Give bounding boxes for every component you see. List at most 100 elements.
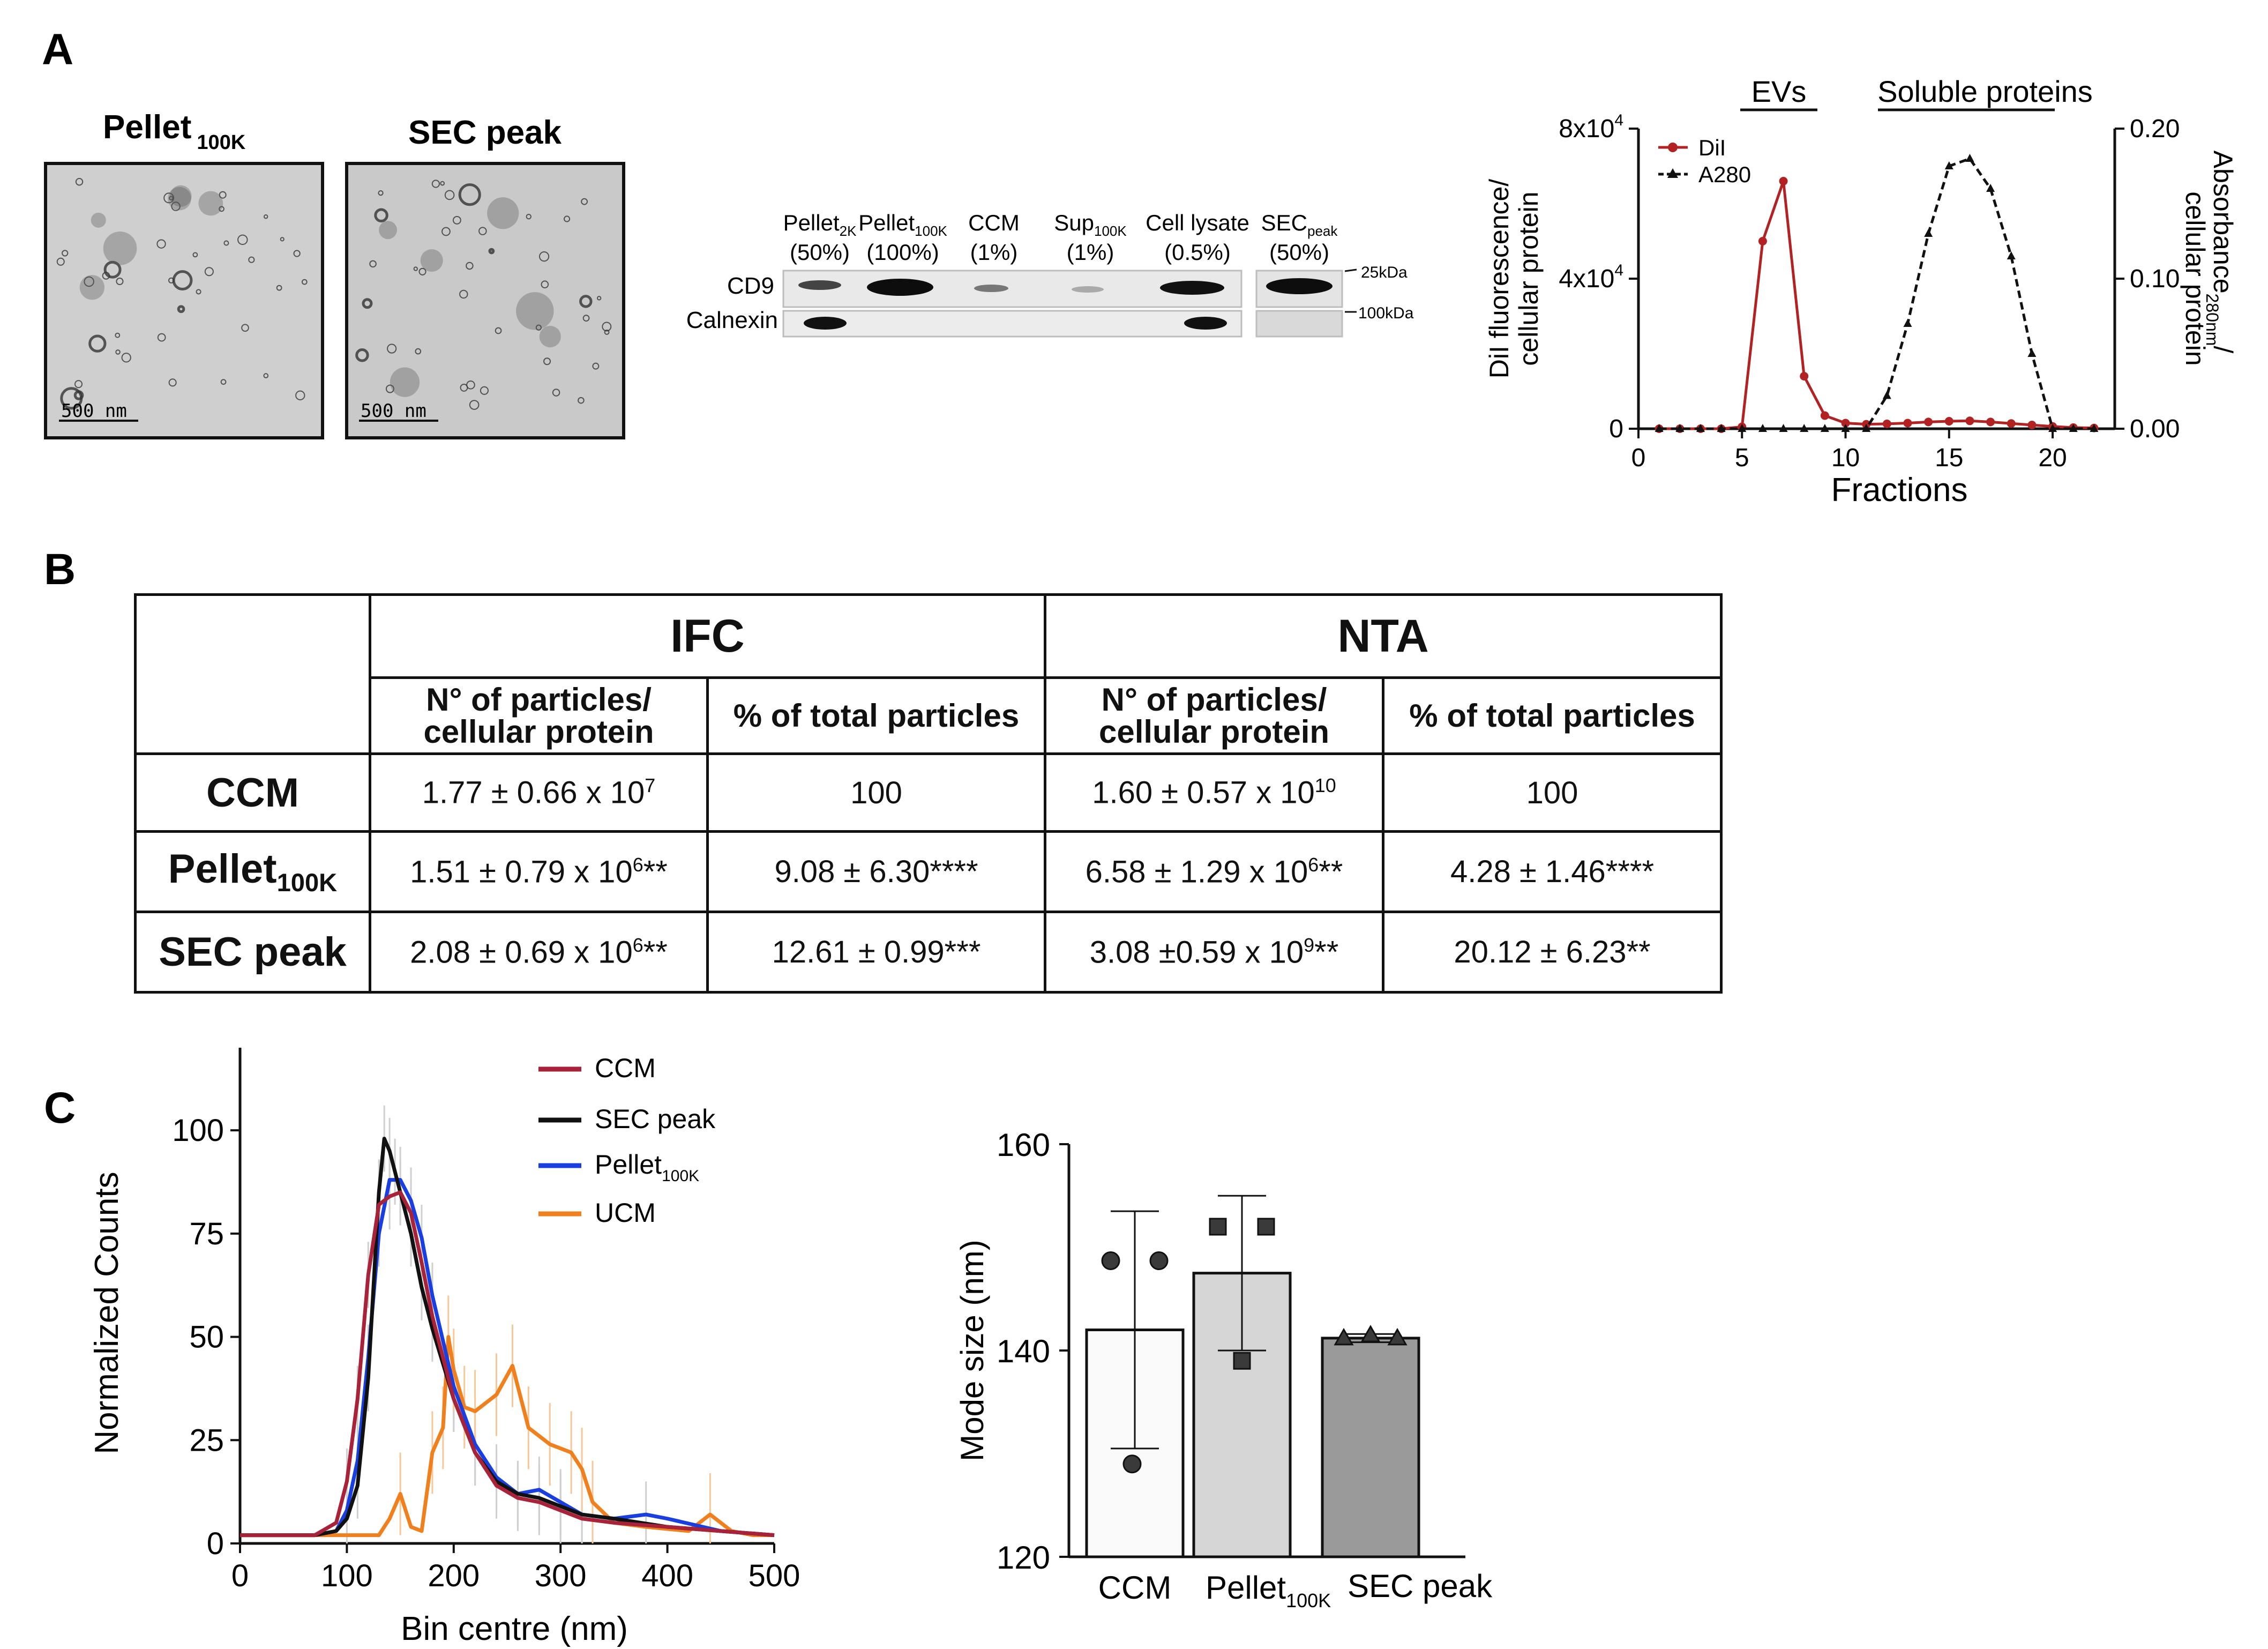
tem-particle (596, 296, 602, 301)
blot-lane-label: Cell lysate (1146, 210, 1249, 235)
particle-table: IFC NTA N° of particles/cellular protein… (134, 593, 1723, 994)
tem-particle (115, 332, 121, 338)
table-header-nta: NTA (1044, 593, 1723, 679)
table-col-nta-particles: N° of particles/cellular protein (1044, 676, 1385, 755)
fractions-chart: EVs Soluble proteins 0 5 10 15 20 0 4x104 8x104… (1484, 74, 2238, 509)
tem-particle (581, 198, 588, 205)
tem-particle (192, 252, 198, 258)
tem-particle (535, 324, 542, 331)
tem-image-sec-peak (345, 162, 625, 439)
panel-letter-c: C (44, 1084, 76, 1132)
western-blot: Pellet2K(50%)Pellet100K(100%)CCM(1%)Sup1… (686, 210, 1414, 338)
table-cell: 2.08 ± 0.69 x 106** (369, 911, 709, 994)
fractions-point-a280 (1944, 161, 1953, 169)
nta-legend-ccm: CCM (595, 1053, 656, 1083)
tem-particle (293, 250, 301, 257)
blot-lane-label: Pellet2K (783, 210, 857, 239)
tem-particle (196, 289, 201, 295)
fractions-point-dil (1924, 417, 1933, 427)
tem-particle (582, 315, 590, 322)
mode-bar (1321, 1337, 1420, 1558)
tem-aggregate (539, 326, 561, 348)
band-cd9-ccm (974, 285, 1008, 292)
table-row: CCM 1.77 ± 0.66 x 107 100 1.60 ± 0.57 x … (134, 752, 1723, 833)
table-cell: 4.28 ± 1.46**** (1382, 830, 1723, 913)
table-cell: 20.12 ± 6.23** (1382, 911, 1723, 994)
fractions-y-right-tick-label: 0.20 (2130, 115, 2180, 143)
fractions-point-dil (1800, 372, 1809, 380)
fractions-point-dil (2007, 419, 2016, 428)
scale-label-left: 500 nm (61, 400, 127, 422)
tem-particle (156, 239, 166, 249)
blot-strip-calnexin (782, 310, 1242, 338)
fractions-point-a280 (1655, 424, 1664, 432)
tem-particle (538, 251, 550, 262)
blot-row-calnexin: Calnexin (686, 307, 778, 333)
fractions-series-a280 (1659, 156, 2094, 430)
tem-particle (301, 279, 308, 285)
table-cell: 1.60 ± 0.57 x 1010 (1044, 752, 1385, 833)
fractions-point-dil (1944, 417, 1953, 426)
blot-lane-label: SECpeak (1261, 210, 1338, 239)
tem-particle (169, 196, 174, 200)
fractions-point-a280 (1903, 319, 1912, 327)
blot-lane-amount: (100%) (866, 240, 939, 265)
tem-aggregate (487, 197, 519, 229)
fractions-point-a280 (2007, 251, 2016, 259)
mode-cat-sec: SEC peak (1348, 1568, 1493, 1604)
tem-particle (495, 327, 502, 334)
tem-aggregate (516, 292, 554, 330)
band-cd9-lysate (1160, 281, 1224, 295)
legend-dil-marker (1668, 143, 1678, 152)
tem-particle (116, 277, 124, 286)
tem-right-title: SEC peak (408, 114, 562, 151)
table-cell: 100 (1382, 752, 1723, 833)
tem-particle (276, 285, 282, 291)
tem-image-pellet (44, 162, 324, 439)
nta-y-tick-label: 25 (189, 1423, 224, 1458)
table-corner (134, 593, 371, 755)
mode-cat-ccm: CCM (1098, 1570, 1172, 1606)
tem-particle (223, 240, 229, 246)
tem-particle (56, 257, 65, 266)
tem-particle (374, 208, 388, 223)
tem-particle (295, 390, 305, 400)
nta-x-tick-label: 300 (535, 1558, 587, 1593)
tem-particle (378, 190, 384, 196)
nta-y-tick-label: 0 (207, 1526, 224, 1561)
tem-particle (74, 380, 83, 389)
tem-particle (168, 277, 175, 283)
tem-particle (387, 344, 397, 354)
tem-particle (73, 390, 84, 400)
nta-x-tick-label: 0 (231, 1558, 249, 1593)
tem-particle (415, 348, 422, 355)
fractions-point-dil (1841, 419, 1850, 428)
nta-x-tick-label: 200 (428, 1558, 480, 1593)
fractions-point-a280 (1986, 184, 1995, 192)
nta-legend-ucm: UCM (595, 1198, 656, 1228)
legend-dil-label: DiI (1698, 135, 1726, 160)
mode-cat-pellet: Pellet100K (1206, 1570, 1331, 1611)
fractions-point-dil (1820, 411, 1829, 420)
tem-aggregate (379, 221, 397, 240)
tem-particle (168, 378, 177, 387)
tem-particle (541, 280, 549, 289)
tem-particle (459, 289, 468, 299)
tem-particle (592, 362, 600, 370)
nta-series-ccm (240, 1190, 775, 1538)
marker-tick-25 (1344, 268, 1357, 272)
nta-y-tick-label: 75 (189, 1217, 224, 1251)
tem-aggregate (420, 249, 443, 272)
tem-particle (478, 227, 487, 235)
tem-particle (248, 256, 255, 263)
tem-particle (480, 386, 489, 395)
tem-particle (466, 262, 474, 270)
mode-point-ccm (1122, 1454, 1142, 1474)
nta-series-pellet-100k (240, 1178, 775, 1538)
nta-legend-sec: SEC peak (595, 1104, 716, 1134)
mode-point-sec (1334, 1327, 1354, 1346)
fractions-y-right-label-1: Absorbance280nm/ (2203, 151, 2238, 354)
tem-particle (602, 322, 612, 332)
band-cd9-pellet2k (798, 280, 841, 290)
